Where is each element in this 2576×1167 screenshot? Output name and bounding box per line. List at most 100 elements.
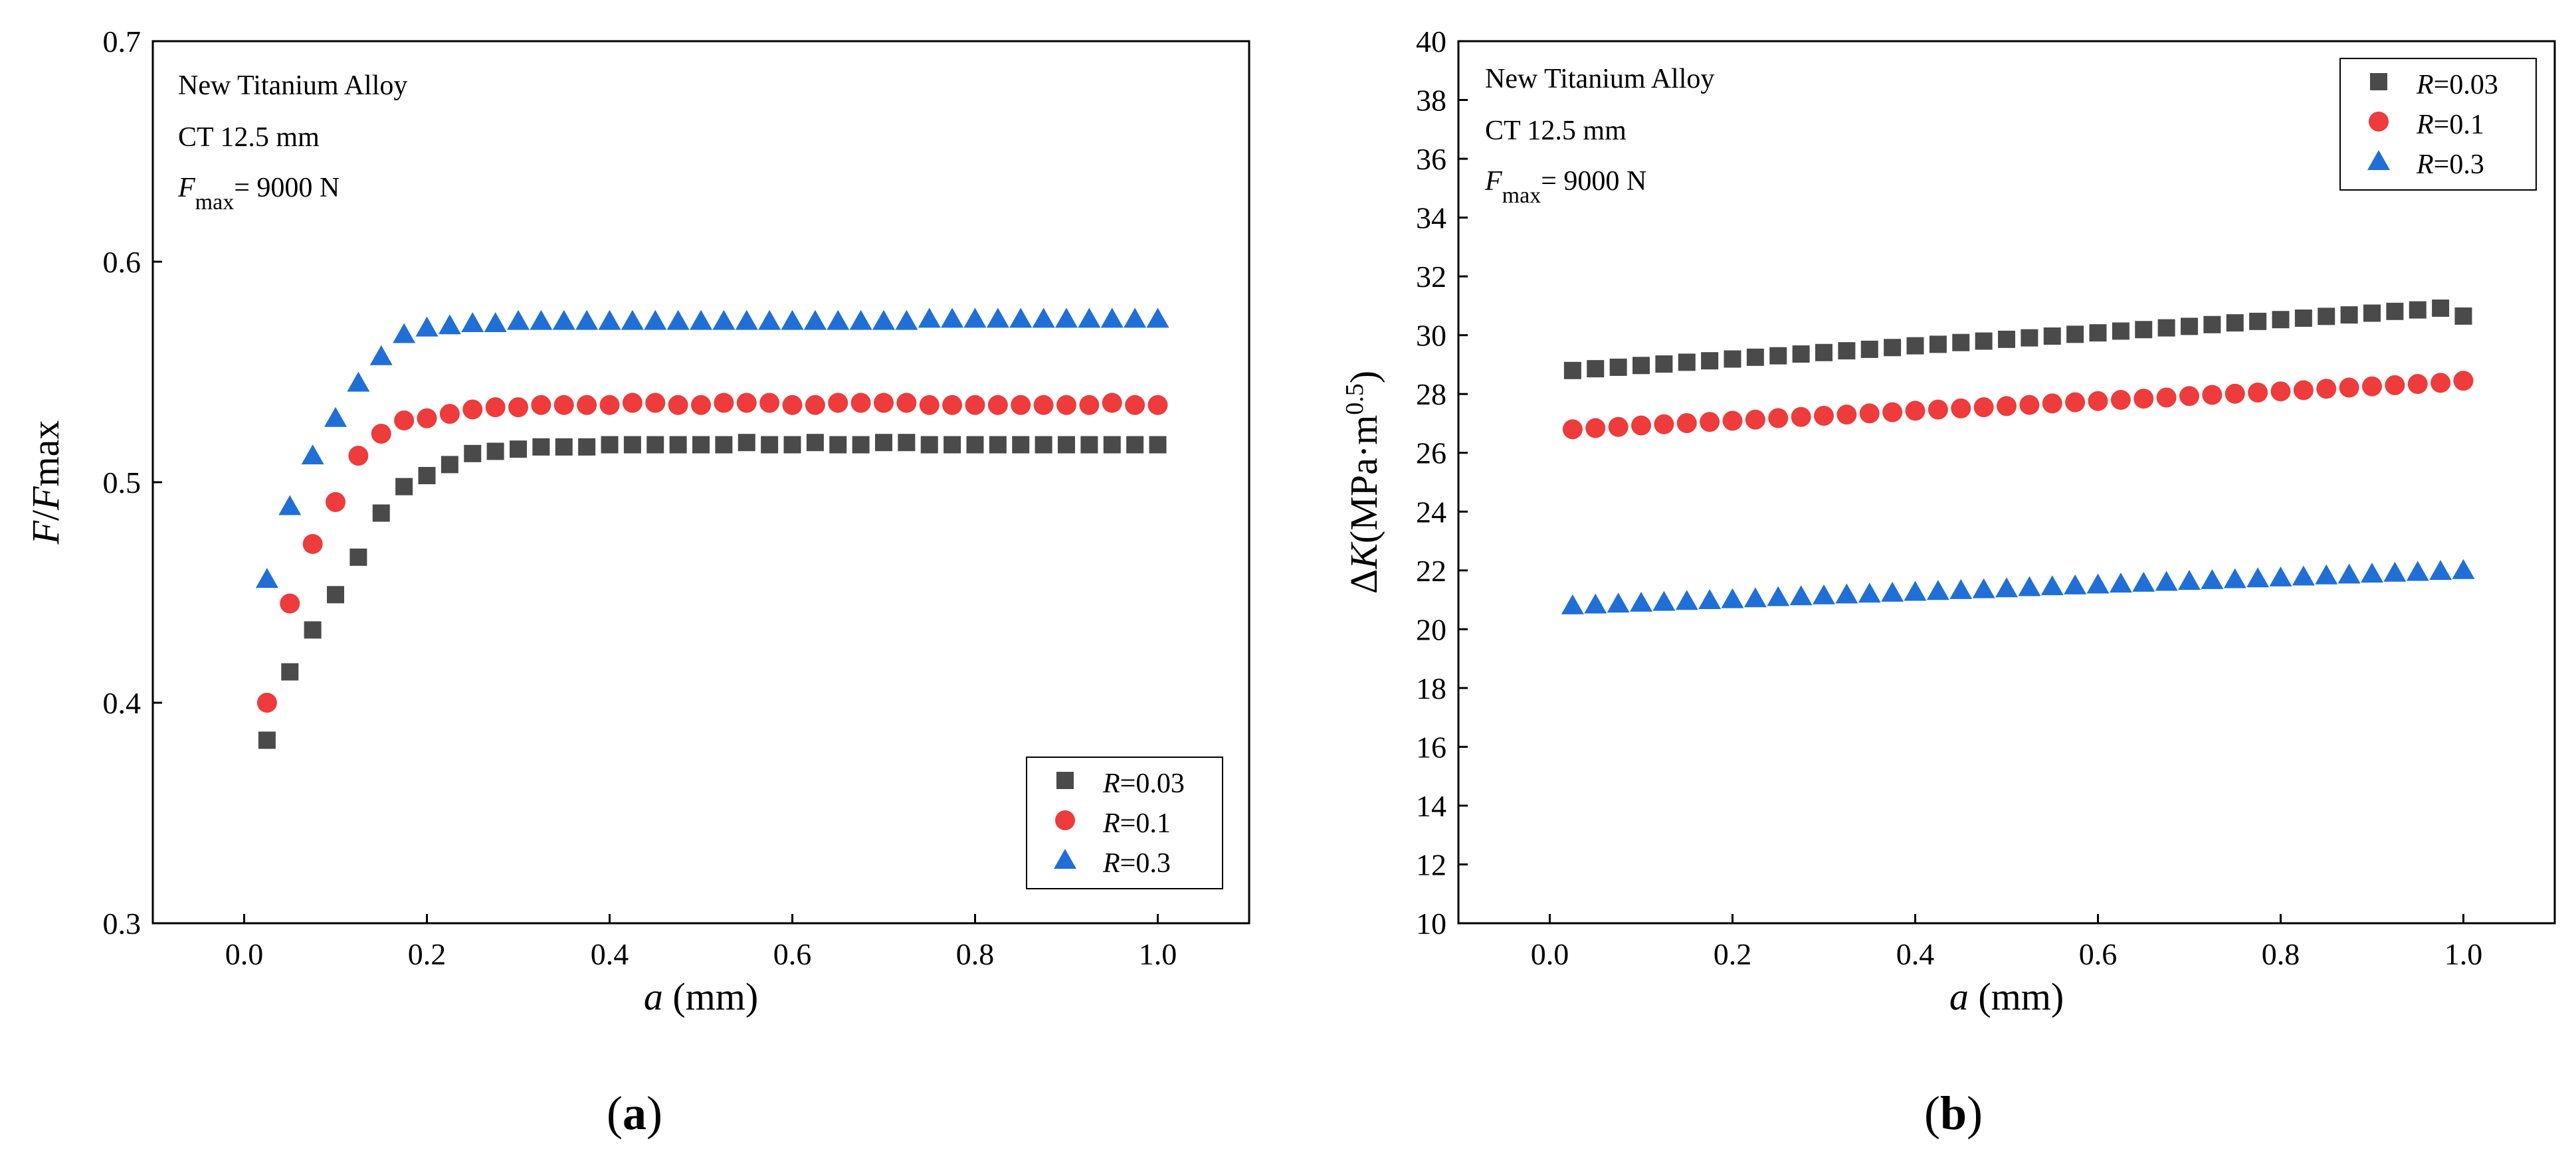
data-point-r=0.1 [1608, 416, 1629, 437]
data-point-r=0.3 [530, 310, 553, 330]
data-point-r=0.03 [464, 444, 482, 462]
data-point-r=0.03 [1103, 436, 1121, 454]
data-point-r=0.1 [326, 492, 346, 512]
material-annotation: New Titanium Alloy [1485, 64, 1714, 94]
data-point-r=0.03 [1609, 358, 1627, 376]
data-point-r=0.3 [1881, 581, 1904, 602]
data-point-r=0.1 [1700, 412, 1720, 432]
data-point-r=0.3 [1789, 585, 1813, 606]
data-point-r=0.1 [1011, 395, 1031, 415]
data-point-r=0.1 [2339, 377, 2359, 398]
data-point-r=0.1 [668, 395, 688, 415]
data-point-r=0.3 [324, 406, 347, 427]
y-tick-label: 28 [1416, 377, 1446, 411]
data-point-r=0.3 [1743, 587, 1767, 608]
data-point-r=0.03 [715, 436, 733, 454]
data-point-r=0.1 [508, 397, 528, 418]
data-point-r=0.03 [441, 456, 458, 474]
y-tick-label: 0.3 [103, 907, 142, 941]
data-point-r=0.3 [415, 316, 439, 337]
legend-marker-r=0.1 [1055, 810, 1075, 830]
x-tick-label: 1.0 [2444, 937, 2483, 971]
force-annotation: Fmax= 9000 N [1484, 166, 1646, 208]
y-tick-label: 40 [1416, 25, 1446, 58]
data-point-r=0.03 [1012, 436, 1030, 454]
data-point-r=0.3 [278, 495, 302, 515]
y-tick-label: 12 [1416, 848, 1446, 881]
data-point-r=0.1 [896, 393, 917, 413]
data-point-r=0.03 [1952, 333, 1970, 351]
data-point-r=0.03 [1884, 339, 1902, 357]
legend-entry-r-0.3 [1054, 849, 1076, 869]
data-point-r=0.1 [577, 395, 597, 415]
data-point-r=0.1 [1859, 403, 1880, 424]
data-point-r=0.3 [484, 312, 507, 332]
data-point-r=0.3 [1721, 588, 1744, 608]
y-axis-ticks: 0.3 0.4 0.5 0.6 0.7 [103, 25, 162, 941]
data-point-r=0.03 [898, 434, 916, 452]
data-point-r=0.1 [1147, 395, 1168, 415]
panel-caption: (b) [1924, 1087, 1983, 1140]
data-point-r=0.03 [1929, 335, 1947, 353]
panel-a: 0.0 0.2 0.4 0.6 0.8 1.0 0.3 0.4 0.5 0.6 0.7 New T… [24, 25, 1250, 1140]
data-point-r=0.3 [369, 345, 393, 365]
data-point-r=0.3 [2109, 573, 2132, 593]
legend-marker-r=0.3 [1054, 849, 1076, 869]
data-point-r=0.3 [1009, 308, 1033, 328]
data-point-r=0.3 [1858, 583, 1881, 603]
data-point-r=0.3 [872, 310, 895, 330]
data-point-r=0.1 [348, 446, 369, 466]
x-axis-ticks: 0.0 0.2 0.4 0.6 0.8 1.0 [1531, 914, 2483, 971]
y-tick-label: 0.6 [103, 245, 142, 279]
data-point-r=0.3 [1767, 586, 1790, 606]
data-point-r=0.1 [1745, 409, 1765, 430]
data-point-r=0.1 [2407, 374, 2428, 395]
data-point-r=0.1 [965, 395, 985, 415]
data-marks [1561, 299, 2475, 614]
data-point-r=0.1 [1585, 418, 1606, 438]
data-point-r=0.1 [302, 533, 323, 554]
data-point-r=0.3 [690, 310, 712, 330]
data-point-r=0.1 [691, 395, 711, 415]
data-point-r=0.03 [1998, 330, 2015, 348]
x-tick-label: 1.0 [1139, 937, 1177, 971]
data-point-r=0.03 [1655, 355, 1673, 373]
data-point-r=0.1 [1722, 410, 1743, 431]
y-tick-label: 0.4 [103, 686, 142, 720]
data-point-r=0.3 [1698, 588, 1722, 609]
data-point-r=0.03 [1701, 352, 1719, 370]
data-point-r=0.3 [552, 310, 575, 330]
data-point-r=0.3 [2086, 573, 2110, 594]
data-point-r=0.1 [1882, 402, 1903, 422]
data-point-r=0.03 [2340, 306, 2358, 324]
legend-label-r-0.1: R=0.1 [2416, 110, 2484, 140]
data-point-r=0.1 [987, 395, 1008, 415]
data-point-r=0.1 [2453, 371, 2474, 391]
y-tick-label: 14 [1416, 789, 1446, 823]
data-point-r=0.1 [1836, 404, 1857, 425]
material-annotation: New Titanium Alloy [178, 70, 407, 101]
y-tick-label: 36 [1416, 142, 1446, 176]
data-point-r=0.1 [2019, 395, 2040, 415]
data-point-r=0.03 [2043, 327, 2061, 345]
data-point-r=0.03 [852, 436, 870, 454]
data-point-r=0.1 [1056, 395, 1076, 415]
data-point-r=0.1 [485, 397, 506, 418]
data-point-r=0.3 [781, 310, 804, 330]
legend-marker-r=0.03 [1056, 772, 1074, 789]
data-point-r=0.03 [1678, 353, 1696, 371]
data-point-r=0.3 [2383, 561, 2407, 582]
data-point-r=0.1 [714, 393, 734, 413]
data-point-r=0.03 [2181, 317, 2198, 335]
data-point-r=0.1 [736, 393, 757, 413]
x-tick-label: 0.0 [225, 937, 264, 971]
data-point-r=0.03 [2294, 309, 2312, 327]
data-point-r=0.03 [623, 436, 641, 454]
legend-entry-r-0.1 [1055, 810, 1075, 830]
data-point-r=0.3 [712, 310, 736, 330]
data-point-r=0.1 [622, 393, 643, 413]
specimen-annotation: CT 12.5 mm [1485, 116, 1627, 146]
data-point-r=0.03 [738, 434, 755, 452]
data-point-r=0.3 [1813, 584, 1835, 604]
